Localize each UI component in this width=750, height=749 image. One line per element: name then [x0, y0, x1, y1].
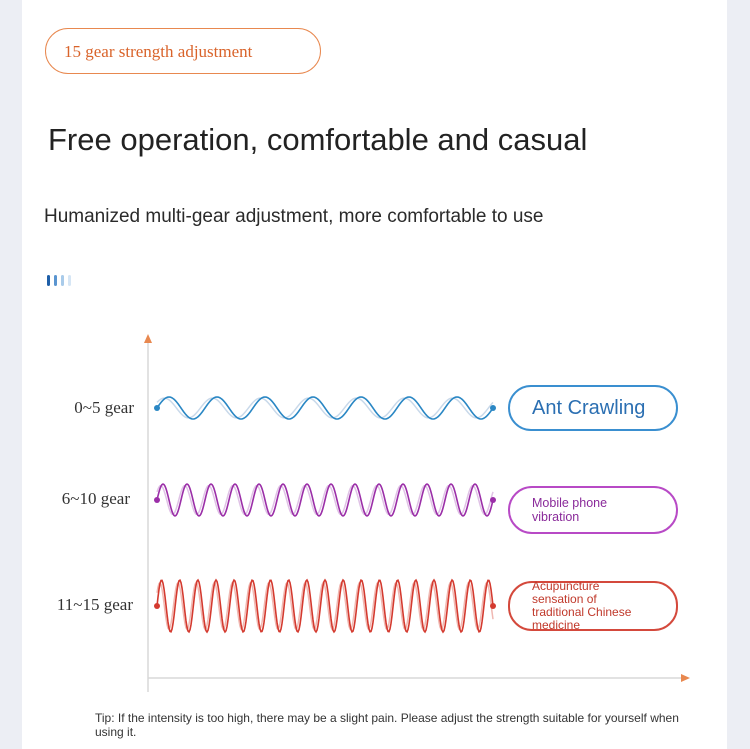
gear-label: 11~15 gear	[56, 595, 133, 614]
wave	[156, 578, 494, 634]
wave	[490, 497, 496, 503]
wave	[490, 603, 496, 609]
description: Mobile phone vibration	[508, 486, 678, 534]
wave	[154, 603, 160, 609]
wave	[156, 581, 494, 631]
title: Free operation, comfortable and casual	[48, 122, 588, 157]
badge: 15 gear strength adjustment	[45, 28, 321, 74]
wave	[154, 405, 160, 411]
tip: Tip: If the intensity is too high, there…	[95, 711, 679, 739]
description: Acupuncture sensation of traditional Chi…	[508, 580, 678, 632]
subtitle: Humanized multi-gear adjustment, more co…	[44, 206, 544, 227]
wave	[156, 396, 494, 420]
wave	[154, 497, 160, 503]
axis-arrow	[144, 334, 152, 343]
gear-label: 0~5 gear	[74, 398, 134, 417]
description: Ant Crawling	[508, 385, 678, 431]
axis-arrow	[681, 674, 690, 682]
wave	[156, 483, 494, 517]
wave	[490, 405, 496, 411]
bars-icon	[47, 275, 71, 286]
gear-label: 6~10 gear	[61, 489, 130, 508]
